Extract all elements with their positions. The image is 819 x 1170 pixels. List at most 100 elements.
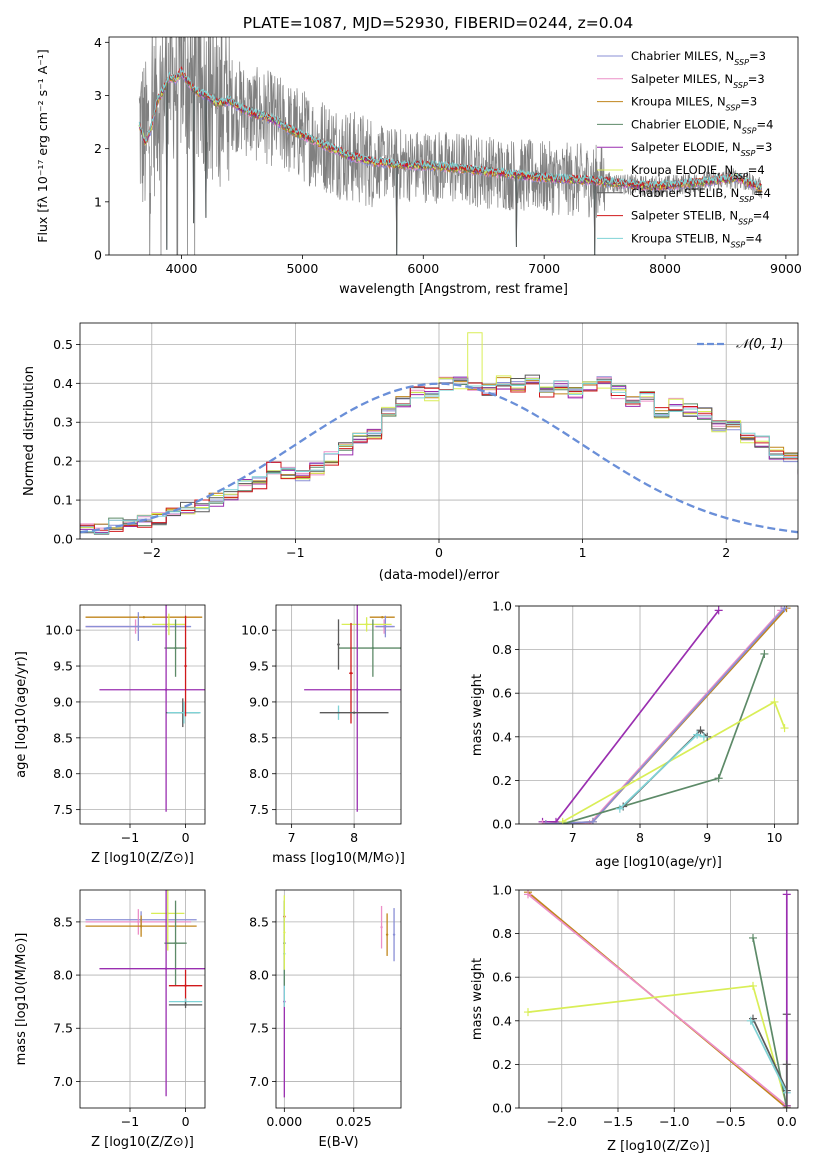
- x-tick-label: 9: [703, 830, 711, 845]
- age-vs-Z-points: [85, 605, 205, 812]
- x-tick-label: 0: [435, 545, 443, 560]
- plus-marker: [782, 1060, 791, 1069]
- series-kroupa-elodie: [527, 984, 788, 1107]
- y-tick-label: 1.0: [492, 599, 512, 614]
- series-salpeter-elodie: [542, 609, 720, 823]
- data-point: [380, 926, 383, 929]
- y-tick-label: 0.0: [492, 817, 512, 832]
- y-tick-label: 9.5: [53, 659, 73, 674]
- series-chabrier-elodie: [562, 653, 766, 824]
- weight-vs-Z-lines: [524, 890, 791, 1108]
- model-kroupa-stelib: [138, 68, 762, 191]
- data-point: [184, 984, 187, 987]
- y-tick-label: 0.2: [492, 1057, 512, 1072]
- x-tick-label: −1.0: [659, 1114, 689, 1129]
- x-tick-label: 7: [569, 830, 577, 845]
- y-tick-label: 0: [94, 248, 102, 263]
- data-point: [381, 616, 384, 619]
- y-tick-label: 9.0: [53, 694, 73, 709]
- y-tick-label: 0.5: [53, 337, 73, 352]
- plus-marker: [749, 933, 757, 942]
- data-point: [371, 646, 375, 650]
- hist-kroupa-stelib: [80, 378, 798, 535]
- y-tick-label: 7.0: [249, 1074, 269, 1089]
- spectrum-xlabel: wavelength [Angstrom, rest frame]: [339, 282, 568, 297]
- plus-marker: [538, 820, 547, 824]
- y-tick-label: 0.0: [53, 532, 73, 547]
- data-point: [164, 688, 168, 691]
- y-tick-label: 8.5: [53, 730, 73, 745]
- y-tick-label: 0.4: [53, 376, 73, 391]
- x-tick-label: 7: [288, 830, 296, 845]
- x-tick-label: 9000: [770, 261, 802, 276]
- plus-marker: [760, 649, 769, 658]
- age-vs-Z-axes: −1 0 7.5 8.0 8.5 9.0 9.5 10.0: [45, 605, 205, 845]
- age-vs-Z-ylabel: age [log10(age/yr)]: [14, 651, 29, 778]
- plus-marker: [780, 724, 789, 733]
- y-tick-label: 7.5: [53, 1021, 73, 1036]
- plus-marker: [746, 1016, 755, 1025]
- age-vs-mass-axes: 7 8 7.5 8.0 8.5 9.0 9.5 10.0: [241, 605, 401, 845]
- data-point: [139, 924, 143, 928]
- x-tick-label: 5000: [286, 261, 318, 276]
- plus-marker: [770, 697, 779, 706]
- plus-marker: [588, 817, 597, 824]
- weight-vs-age-lines: [538, 606, 791, 824]
- plus-marker: [541, 820, 550, 824]
- plus-marker: [696, 726, 705, 735]
- y-tick-label: 8.0: [249, 968, 269, 983]
- x-tick-label: −0.5: [715, 1114, 745, 1129]
- data-point: [167, 623, 171, 626]
- weight-vs-age-axes: 7 8 9 10 0.0 0.2 0.4 0.6 0.8 1.0: [492, 599, 798, 845]
- x-tick-label: −2.0: [547, 1114, 577, 1129]
- plus-marker: [699, 732, 708, 741]
- mass-vs-EBV-points: [283, 895, 396, 1098]
- mass-vs-EBV-frame: [275, 889, 402, 1109]
- y-tick-label: 9.5: [249, 659, 269, 674]
- weight-vs-Z-axes: −2.0 −1.5 −1.0 −0.5 0.0 0.0 0.2 0.4 0.6 0.8 1.0: [492, 883, 798, 1129]
- histogram-frame: [79, 322, 799, 540]
- weight-vs-age-xlabel: age [log10(age/yr)]: [595, 855, 722, 870]
- mass-vs-Z-axes: −1 0 7.0 7.5 8.0 8.5: [53, 890, 205, 1129]
- age-vs-mass-xlabel: mass [log10(M/M⊙)]: [272, 851, 405, 866]
- mass-vs-Z-xlabel: Z [log10(Z/Z⊙)]: [91, 1135, 194, 1150]
- data-point: [137, 625, 140, 628]
- residuals-xlabel: (data-model)/error: [379, 568, 500, 583]
- histogram-plot: [80, 332, 798, 537]
- x-tick-label: −1.5: [603, 1114, 633, 1129]
- y-tick-label: 4: [94, 35, 102, 50]
- data-point: [356, 688, 359, 691]
- data-point: [384, 625, 387, 628]
- y-tick-label: 0.4: [492, 1013, 512, 1028]
- x-tick-label: 6000: [407, 261, 439, 276]
- plus-marker: [524, 1008, 532, 1017]
- y-tick-label: 0.3: [53, 415, 73, 430]
- y-tick-label: 0.2: [492, 773, 512, 788]
- x-tick-label: 7000: [528, 261, 560, 276]
- spectrum-axes: 4000 5000 6000 7000 8000 9000 0 1 2 3 4: [94, 35, 802, 276]
- legend-label: Salpeter STELIB, NSSP=4: [631, 209, 770, 227]
- x-tick-label: −1: [121, 1114, 139, 1129]
- model-salpeter-stelib: [138, 66, 762, 189]
- data-point: [164, 967, 168, 970]
- data-point: [365, 623, 368, 626]
- y-tick-label: 7.5: [249, 1021, 269, 1036]
- data-point: [283, 931, 286, 934]
- plus-marker: [693, 730, 702, 739]
- data-point: [142, 616, 146, 619]
- hist-kroupa-elodie: [80, 332, 798, 535]
- series-salpeter-miles: [542, 609, 782, 824]
- legend-label: Salpeter MILES, NSSP=3: [631, 72, 765, 90]
- plus-marker: [714, 774, 723, 783]
- y-tick-label: 8.0: [53, 968, 73, 983]
- age-vs-Z-frame: [79, 604, 206, 825]
- age-vs-mass-points: [304, 605, 401, 812]
- x-tick-label: 8: [350, 830, 358, 845]
- weight-vs-Z-xlabel: Z [log10(Z/Z⊙)]: [607, 1139, 710, 1154]
- y-tick-label: 7.0: [53, 1074, 73, 1089]
- spectrum-frame: [108, 36, 799, 256]
- age-vs-mass-frame: [275, 604, 402, 825]
- series-kroupa-elodie: [562, 700, 786, 823]
- residuals-ylabel: Normed distribution: [22, 366, 37, 496]
